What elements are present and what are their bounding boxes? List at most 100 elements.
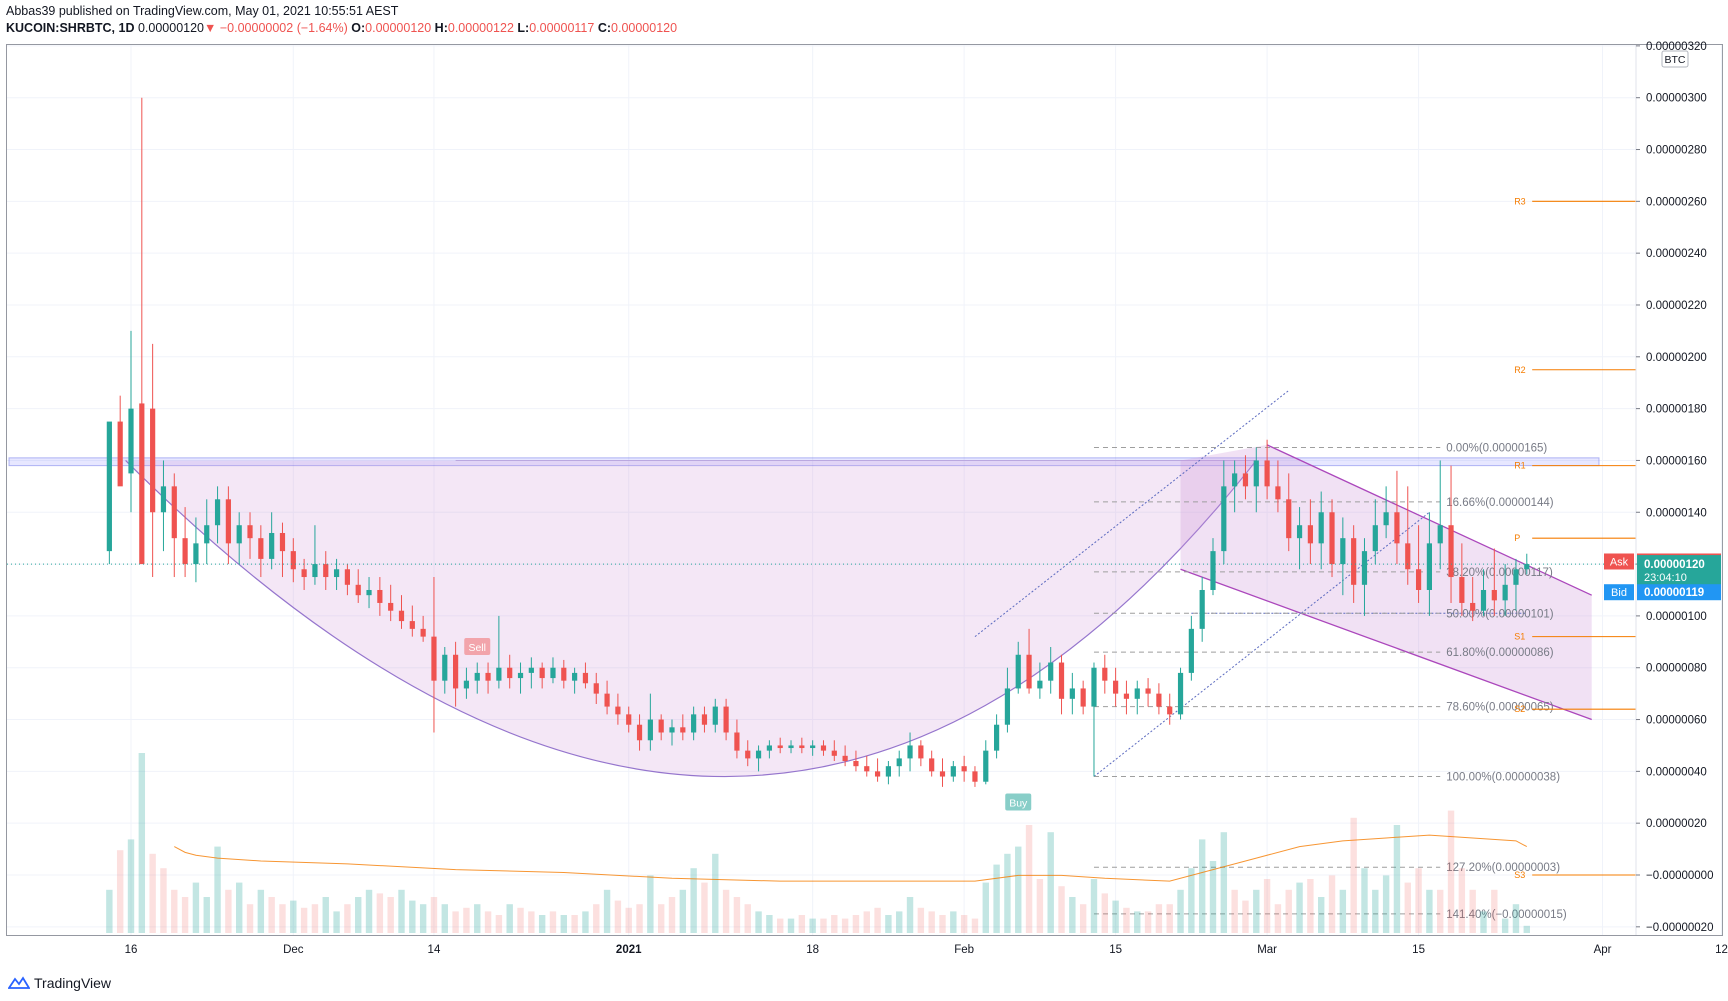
- volume-bar: [344, 904, 351, 933]
- volume-bar: [257, 889, 265, 933]
- volume-bar: [1382, 875, 1390, 933]
- volume-bar: [138, 753, 146, 933]
- volume-bar: [1469, 889, 1476, 933]
- fib-level-label: 141.40%(−0.00000015): [1446, 909, 1567, 921]
- volume-bar: [127, 839, 135, 933]
- candle-body: [1167, 706, 1173, 715]
- volume-bar: [885, 915, 892, 933]
- candle-body: [1329, 512, 1335, 565]
- volume-bar: [106, 889, 113, 933]
- volume-bar: [950, 911, 957, 933]
- candle-body: [517, 672, 524, 679]
- volume-bar: [744, 904, 751, 933]
- candle-body: [485, 672, 491, 681]
- candle-body: [1210, 551, 1216, 590]
- volume-bar: [549, 911, 557, 933]
- bid-label: Bid: [1611, 587, 1627, 599]
- x-tick-label: Apr: [1594, 944, 1612, 956]
- candle-body: [658, 719, 664, 733]
- y-tick-label: 0.00000260: [1646, 196, 1707, 208]
- volume-bar: [1318, 897, 1325, 933]
- change-value: −0.00000002 (−1.64%): [219, 21, 348, 35]
- volume-bar: [1242, 900, 1249, 933]
- candle-body: [1459, 577, 1465, 603]
- candle-body: [593, 683, 599, 694]
- candle-body: [204, 525, 210, 544]
- chart-frame[interactable]: [6, 44, 1723, 936]
- candle-body: [366, 589, 372, 596]
- symbol-label[interactable]: KUCOIN:SHRBTC, 1D: [6, 21, 135, 35]
- candle-body: [160, 486, 167, 513]
- volume-bar: [1328, 875, 1336, 933]
- volume-bar: [668, 897, 676, 933]
- volume-bar: [1480, 911, 1487, 933]
- volume-bar: [355, 897, 362, 933]
- candle-body: [842, 755, 848, 761]
- volume-bar: [625, 907, 632, 933]
- candle-body: [1491, 589, 1497, 601]
- volume-bar: [712, 853, 719, 933]
- x-tick-label: 12: [1715, 944, 1728, 956]
- close-label: C:: [597, 21, 612, 35]
- volume-bar: [766, 915, 773, 933]
- volume-bar: [647, 875, 654, 933]
- candle-body: [1426, 543, 1432, 590]
- volume-bar: [1350, 817, 1357, 933]
- last-price-value: 0.00000120: [1644, 559, 1705, 571]
- y-tick-label: 0.00000100: [1646, 611, 1707, 623]
- volume-bar: [614, 900, 622, 933]
- candle-body: [1188, 628, 1194, 673]
- volume-bar: [1415, 868, 1422, 933]
- volume-bar: [993, 864, 1000, 933]
- candle-body: [572, 672, 578, 681]
- open-value: 0.00000120: [365, 21, 432, 35]
- handle-shade: [1180, 444, 1592, 720]
- volume-bar: [1512, 904, 1520, 933]
- candle-body: [1307, 525, 1313, 544]
- volume-bar: [1404, 882, 1411, 933]
- candle-body: [474, 672, 480, 681]
- signal-label: Sell: [468, 642, 486, 654]
- volume-bar: [960, 915, 968, 933]
- candle-body: [788, 745, 794, 749]
- fib-level-label: 0.00%(0.00000165): [1446, 442, 1547, 454]
- candle-body: [301, 569, 307, 578]
- volume-bar: [1123, 907, 1130, 933]
- candle-body: [528, 667, 534, 673]
- volume-bar: [820, 918, 827, 933]
- candle-body: [409, 621, 415, 629]
- candle-body: [766, 745, 772, 751]
- y-tick-label: 0.00000200: [1646, 352, 1707, 364]
- ohlc-legend: KUCOIN:SHRBTC, 1D 0.00000120 ▼ −0.0000000…: [6, 21, 677, 35]
- candle-body: [442, 654, 448, 681]
- currency-badge[interactable]: [1661, 50, 1689, 68]
- candle-body: [636, 724, 643, 741]
- volume-bar: [896, 911, 903, 933]
- volume-bar: [214, 846, 221, 933]
- down-arrow-icon: ▼: [204, 21, 217, 35]
- fib-level-label: 78.60%(0.00000065): [1446, 702, 1554, 714]
- candle-body: [777, 745, 783, 749]
- candle-body: [1026, 654, 1032, 689]
- volume-bar: [874, 907, 881, 933]
- volume-bar: [1523, 925, 1530, 933]
- volume-bar: [430, 897, 438, 933]
- volume-bar: [538, 915, 546, 933]
- x-tick-label: Dec: [283, 944, 304, 956]
- volume-bar: [1188, 868, 1195, 933]
- candle-body: [550, 667, 556, 679]
- candle-body: [496, 667, 502, 681]
- volume-bar: [1285, 889, 1292, 933]
- candle-body: [929, 758, 935, 772]
- candle-body: [1470, 602, 1476, 611]
- candle-body: [1361, 551, 1368, 585]
- candle-body: [323, 564, 329, 578]
- low-value: 0.00000117: [529, 21, 595, 35]
- volume-bar: [203, 897, 210, 933]
- candle-body: [1156, 693, 1162, 707]
- volume-bar: [722, 889, 730, 933]
- volume-bar: [1069, 897, 1076, 933]
- bid-tag: [1604, 584, 1634, 601]
- y-tick-label: 0.00000020: [1646, 818, 1707, 830]
